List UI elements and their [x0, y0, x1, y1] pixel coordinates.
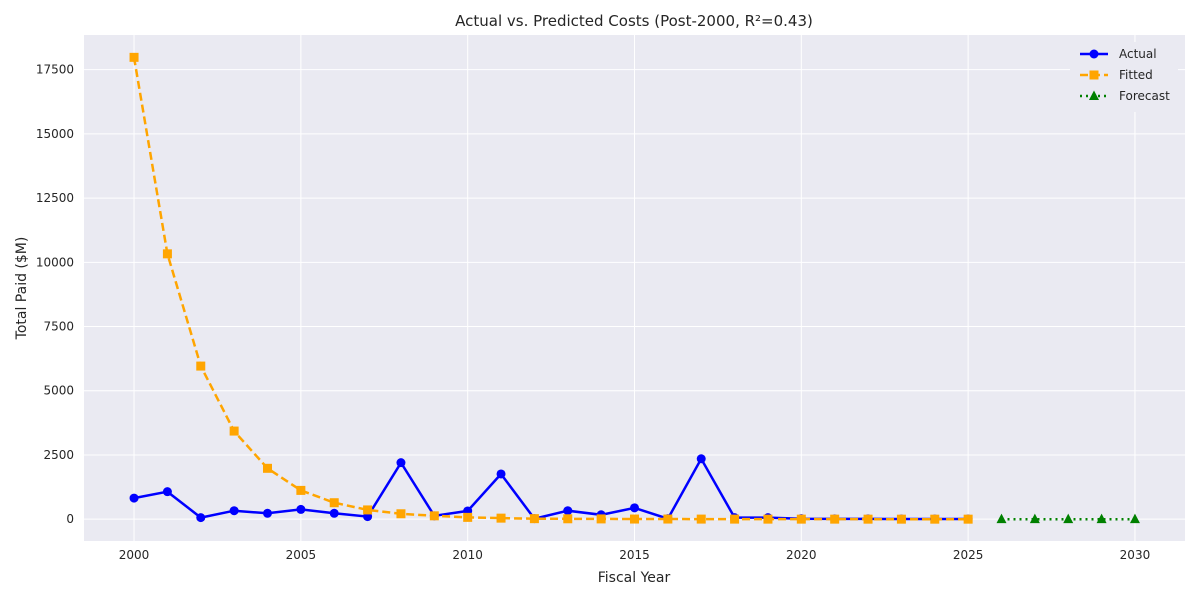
- data-point-forecast: [996, 513, 1007, 524]
- data-point-fitted: [830, 514, 840, 524]
- x-tick-label: 2025: [953, 548, 984, 562]
- y-tick-label: 12500: [36, 191, 74, 205]
- data-point-fitted: [596, 514, 606, 524]
- x-tick-label: 2010: [452, 548, 483, 562]
- data-point-actual: [563, 506, 573, 516]
- data-point-actual: [630, 503, 639, 513]
- grid-layer: [84, 35, 1185, 541]
- x-axis-label: Fiscal Year: [598, 570, 671, 586]
- series-line-fitted: [132, 57, 969, 521]
- data-point-fitted: [1089, 70, 1099, 80]
- legend: Actual Fitted Forecast: [1070, 42, 1178, 112]
- data-point-actual: [496, 469, 506, 479]
- data-point-fitted: [263, 463, 272, 473]
- y-tick-label: 17500: [36, 63, 74, 77]
- data-point-fitted: [963, 514, 973, 524]
- data-point-fitted: [196, 361, 206, 371]
- legend-label: Forecast: [1119, 89, 1170, 103]
- y-tick-label: 15000: [36, 127, 74, 141]
- data-point-actual: [396, 458, 406, 468]
- y-tick-label: 2500: [43, 448, 74, 462]
- legend-entry-forecast: Forecast: [1080, 89, 1170, 103]
- y-tick-label: 0: [66, 512, 74, 526]
- y-tick-labels: 0 2500 5000 7500 10000 12500 15000 17500: [36, 63, 74, 526]
- legend-entry-fitted: Fitted: [1080, 68, 1153, 82]
- x-tick-label: 2000: [119, 548, 150, 562]
- data-point-fitted: [863, 514, 873, 524]
- legend-label: Fitted: [1119, 68, 1153, 82]
- series-layer: [129, 52, 1140, 524]
- legend-entries: Actual Fitted Forecast: [1080, 47, 1170, 103]
- data-point-fitted: [162, 249, 172, 259]
- chart-title: Actual vs. Predicted Costs (Post-2000, R…: [455, 12, 813, 30]
- data-point-fitted: [329, 498, 339, 508]
- data-point-forecast: [1096, 513, 1107, 524]
- data-point-fitted: [429, 511, 439, 521]
- data-point-forecast: [1029, 513, 1040, 524]
- legend-box: [1070, 42, 1178, 112]
- data-point-fitted: [496, 513, 506, 523]
- data-point-actual: [296, 504, 306, 514]
- y-axis-label: Total Paid ($M): [14, 237, 30, 341]
- legend-entry-actual: Actual: [1080, 47, 1157, 61]
- data-point-actual: [129, 493, 139, 503]
- x-tick-label: 2020: [786, 548, 817, 562]
- y-tick-label: 7500: [43, 320, 74, 334]
- data-point-actual: [263, 508, 272, 518]
- data-point-forecast: [1129, 513, 1140, 524]
- data-point-fitted: [630, 514, 639, 524]
- data-point-fitted: [129, 52, 139, 62]
- data-point-actual: [1089, 49, 1099, 59]
- y-tick-label: 10000: [36, 255, 74, 269]
- data-point-actual: [196, 513, 206, 523]
- data-point-fitted: [663, 514, 673, 524]
- x-tick-label: 2005: [286, 548, 317, 562]
- data-point-fitted: [763, 514, 773, 524]
- data-point-actual: [229, 506, 239, 516]
- data-point-actual: [696, 454, 706, 464]
- data-point-fitted: [696, 514, 706, 524]
- series-forecast: [996, 513, 1140, 524]
- data-point-fitted: [796, 514, 806, 524]
- data-point-actual: [162, 487, 172, 497]
- data-point-forecast: [1063, 513, 1074, 524]
- series-fitted: [129, 52, 973, 524]
- data-point-fitted: [529, 514, 539, 524]
- data-point-fitted: [730, 514, 740, 524]
- data-point-actual: [329, 508, 339, 518]
- data-point-forecast: [1089, 90, 1099, 100]
- data-point-fitted: [396, 509, 406, 519]
- data-point-fitted: [229, 426, 239, 436]
- data-point-fitted: [296, 485, 306, 495]
- data-point-fitted: [363, 505, 373, 515]
- data-point-fitted: [563, 514, 573, 524]
- x-tick-label: 2030: [1120, 548, 1151, 562]
- x-tick-label: 2015: [619, 548, 650, 562]
- legend-label: Actual: [1119, 47, 1157, 61]
- x-tick-labels: 2000 2005 2010 2015 2020 2025 2030: [119, 548, 1150, 562]
- y-tick-label: 5000: [43, 384, 74, 398]
- data-point-fitted: [463, 512, 473, 522]
- data-point-fitted: [896, 514, 906, 524]
- data-point-fitted: [930, 514, 940, 524]
